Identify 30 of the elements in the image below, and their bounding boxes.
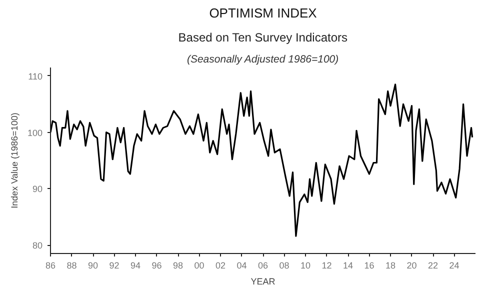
x-tick-label: 00 <box>194 260 204 270</box>
x-tick-label: 20 <box>406 260 417 270</box>
text: (Seasonally Adjusted 1986=100) <box>186 54 339 66</box>
x-tick-label: 94 <box>130 260 141 270</box>
x-tick-label: 92 <box>109 260 120 270</box>
y-tick-label: 80 <box>32 240 43 251</box>
x-axis-title: YEAR <box>250 276 276 286</box>
x-tick-label: 96 <box>152 260 162 270</box>
x-tick-label: 88 <box>66 260 77 270</box>
y-tick-label: 100 <box>27 128 43 138</box>
x-tick-label: 16 <box>364 260 374 270</box>
x-tick-label: 02 <box>215 260 226 270</box>
x-tick-label: 22 <box>428 260 438 270</box>
y-tick-label: 110 <box>28 71 43 82</box>
x-tick-label: 24 <box>449 260 460 270</box>
x-tick-label: 10 <box>300 260 311 270</box>
x-tick-label: 90 <box>88 260 98 270</box>
x-tick-label: 04 <box>236 260 247 270</box>
x-tick-label: 14 <box>342 260 354 270</box>
chart-subtitle: Based on Ten Survey Indicators <box>178 30 348 44</box>
x-tick-label: 08 <box>279 260 290 270</box>
x-tick-label: 12 <box>322 260 332 270</box>
line-series <box>50 84 474 237</box>
y-tick-label: 90 <box>32 184 43 194</box>
x-tick-label: 06 <box>258 260 268 270</box>
x-tick-label: 98 <box>172 260 184 270</box>
x-tick-label: 18 <box>385 260 396 270</box>
chart-title: OPTIMISM INDEX <box>209 6 318 20</box>
x-tick-label: 86 <box>45 260 56 270</box>
y-axis-title: Index Value (1986=100) <box>9 112 20 208</box>
